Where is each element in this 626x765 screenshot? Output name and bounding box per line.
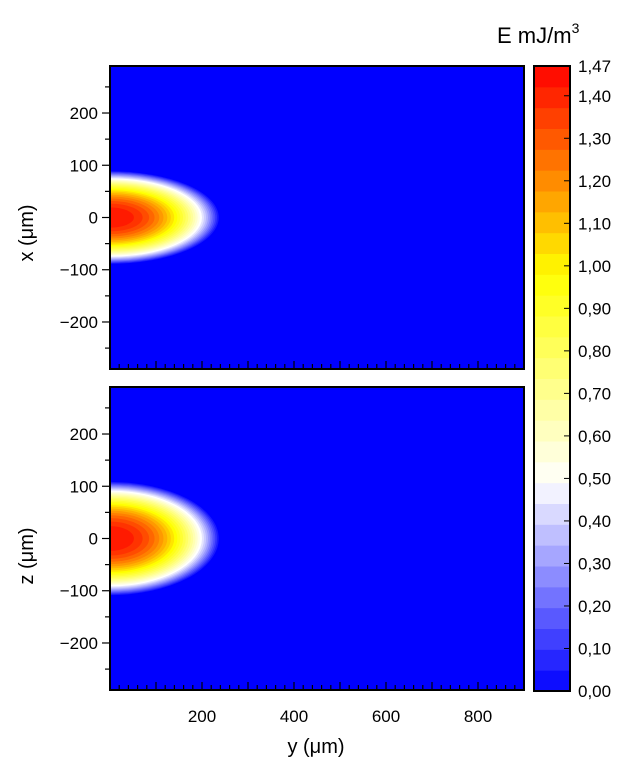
colorbar-band xyxy=(534,191,570,213)
bottom-x-axis-title: y (μm) xyxy=(287,736,344,758)
colorbar-band xyxy=(534,378,570,400)
colorbar-band xyxy=(534,295,570,317)
bottom-energy-contour xyxy=(110,526,134,551)
top-y-tick-label: −100 xyxy=(60,261,98,280)
colorbar-band xyxy=(534,128,570,150)
bottom-x-tick-label: 600 xyxy=(372,707,400,726)
bottom-y-axis-title: z (μm) xyxy=(16,527,38,584)
colorbar-band xyxy=(534,670,570,692)
top-y-axis-title: x (μm) xyxy=(16,204,38,261)
bottom-y-tick-label: −200 xyxy=(60,634,98,653)
colorbar-frame xyxy=(533,65,571,692)
colorbar-tick-label: 0,90 xyxy=(578,299,611,318)
bottom-y-tick-label: 100 xyxy=(70,477,98,496)
colorbar-tick-label: 1,30 xyxy=(578,129,611,148)
colorbar-band xyxy=(534,461,570,484)
colorbar-band xyxy=(534,170,570,192)
colorbar-tick-label: 0,60 xyxy=(578,427,611,446)
colorbar-tick-label: 1,10 xyxy=(578,214,611,233)
colorbar-band xyxy=(534,316,570,338)
colorbar-band xyxy=(534,232,570,254)
top-y-tick-label: 0 xyxy=(89,209,98,228)
colorbar-tick-label: 0,50 xyxy=(578,469,611,488)
top-y-tick-label: 100 xyxy=(70,156,98,175)
colorbar-title-base: E mJ/m xyxy=(497,23,572,48)
bottom-y-tick-label: −100 xyxy=(60,582,98,601)
colorbar-band xyxy=(534,86,570,109)
colorbar-band xyxy=(534,503,570,525)
colorbar-title-superscript: 3 xyxy=(572,20,580,36)
colorbar-tick-label: 1,20 xyxy=(578,172,611,191)
colorbar-ticks: 1,47 1,40 1,30 1,20 1,10 1,00 0,90 0,80 0,70 0,60… xyxy=(564,57,611,701)
bottom-x-tick-label: 200 xyxy=(188,707,216,726)
colorbar: E mJ/m3 1,47 1,40 1,30 1,20 1,10 1,00 0,90 0,80… xyxy=(497,20,611,701)
colorbar-band xyxy=(534,107,570,129)
colorbar-band xyxy=(534,441,570,463)
colorbar-band xyxy=(534,420,570,442)
top-y-ticks: 200 100 0 −100 −200 xyxy=(60,86,110,349)
colorbar-band xyxy=(534,649,570,671)
colorbar-band xyxy=(534,524,570,546)
top-energy-contour xyxy=(110,207,134,228)
top-x-ticks xyxy=(118,361,516,369)
colorbar-band xyxy=(534,253,570,275)
bottom-y-tick-label: 0 xyxy=(89,530,98,549)
bottom-x-tick-label: 800 xyxy=(464,707,492,726)
colorbar-tick-label: 0,80 xyxy=(578,342,611,361)
colorbar-band xyxy=(534,607,570,629)
top-panel: 200 100 0 −100 −200 x (μm) xyxy=(16,65,525,370)
colorbar-band xyxy=(534,211,570,234)
colorbar-tick-label: 1,00 xyxy=(578,257,611,276)
colorbar-band xyxy=(534,482,570,504)
colorbar-tick-label: 1,40 xyxy=(578,87,611,106)
colorbar-band xyxy=(534,66,570,88)
bottom-energy-source xyxy=(110,481,219,596)
colorbar-band xyxy=(534,336,570,359)
colorbar-band xyxy=(534,149,570,171)
colorbar-band xyxy=(534,399,570,421)
colorbar-band xyxy=(534,545,570,567)
colorbar-band xyxy=(534,274,570,296)
colorbar-band xyxy=(534,586,570,609)
colorbar-tick-label: 0,30 xyxy=(578,554,611,573)
colorbar-tick-label: 0,10 xyxy=(578,639,611,658)
top-energy-source xyxy=(110,171,219,264)
colorbar-tick-label: 0,40 xyxy=(578,512,611,531)
bottom-x-ticks: 200 400 600 800 xyxy=(118,682,516,726)
bottom-x-tick-label: 400 xyxy=(280,707,308,726)
bottom-panel: 200 100 0 −100 −200 200 400 600 800 z (μm) y (μ… xyxy=(16,386,525,758)
colorbar-band xyxy=(534,357,570,379)
colorbar-tick-label: 0,20 xyxy=(578,597,611,616)
colorbar-tick-label: 0,70 xyxy=(578,384,611,403)
top-y-tick-label: 200 xyxy=(70,104,98,123)
colorbar-tick-label: 1,47 xyxy=(578,57,611,76)
colorbar-band xyxy=(534,566,570,588)
bottom-y-tick-label: 200 xyxy=(70,425,98,444)
colorbar-band xyxy=(534,628,570,650)
colorbar-title: E mJ/m3 xyxy=(497,20,580,48)
colorbar-tick-label: 0,00 xyxy=(578,682,611,701)
top-y-tick-label: −200 xyxy=(60,313,98,332)
bottom-y-ticks: 200 100 0 −100 −200 xyxy=(60,407,110,670)
colorbar-bands xyxy=(534,66,570,692)
